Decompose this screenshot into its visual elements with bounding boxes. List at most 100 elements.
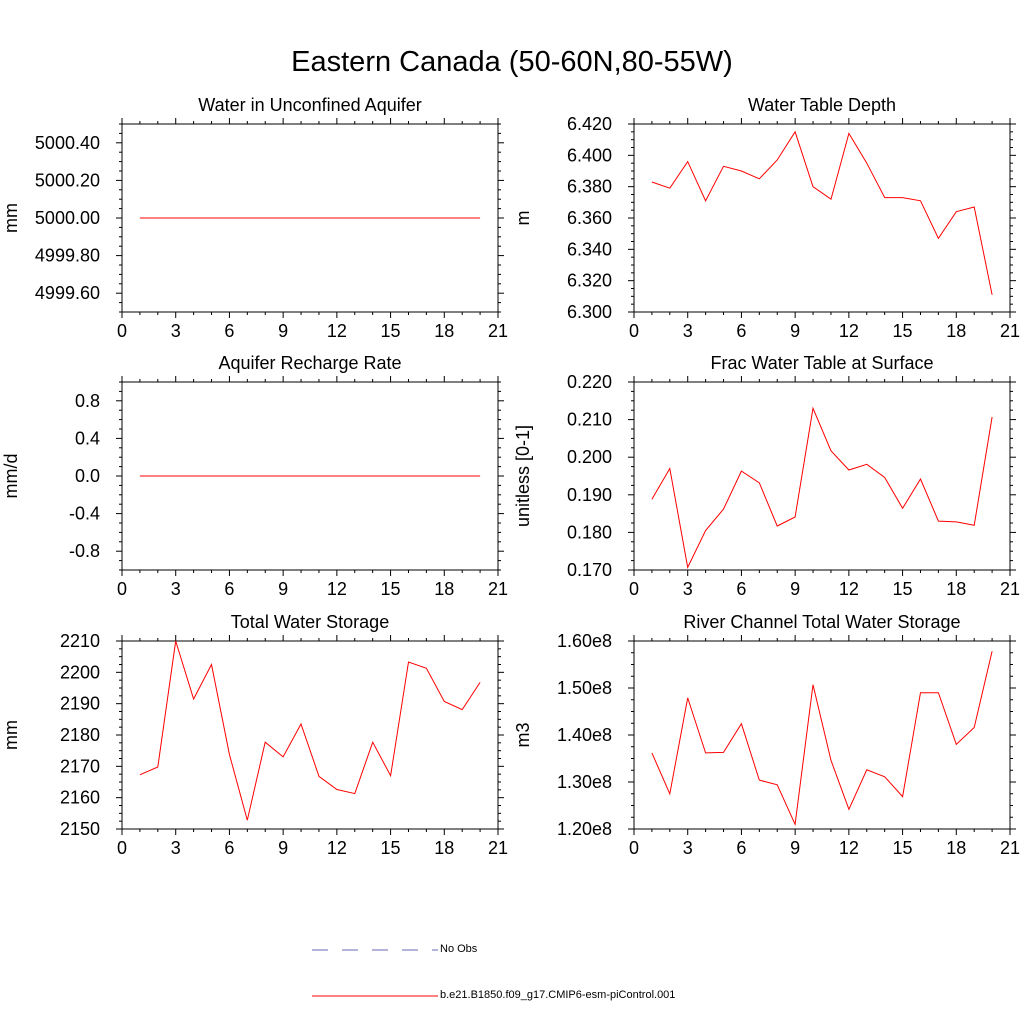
y-tick-label: 2210 xyxy=(60,631,100,651)
y-tick-label: 6.380 xyxy=(567,177,612,197)
y-tick-label: 1.30e8 xyxy=(557,772,612,792)
x-tick-label: 18 xyxy=(434,321,454,341)
plot-frame xyxy=(633,381,1011,571)
series-line-model xyxy=(651,651,993,827)
x-tick-label: 18 xyxy=(946,838,966,858)
y-tick-label: 4999.80 xyxy=(35,246,100,266)
x-tick-label: 9 xyxy=(790,321,800,341)
x-tick-label: 15 xyxy=(893,321,913,341)
y-tick-label: 2170 xyxy=(60,756,100,776)
panel-river: River Channel Total Water Storage m3 0 3 6 9 1… xyxy=(513,612,1020,858)
y-tick-label: 0.190 xyxy=(567,485,612,505)
y-tick-label: 0.0 xyxy=(75,466,100,486)
panel-title: Water Table Depth xyxy=(748,95,896,115)
x-tick-label: 12 xyxy=(327,838,347,858)
x-tick-label: 3 xyxy=(171,838,181,858)
x-tick-label: 21 xyxy=(1000,321,1020,341)
panel-aquifer: Water in Unconfined Aquifer mm 0 3 6 9 12 15 18 2… xyxy=(1,95,508,341)
x-tick-label: 0 xyxy=(629,321,639,341)
x-tick-label: 12 xyxy=(839,838,859,858)
x-tick-label: 21 xyxy=(1000,579,1020,599)
y-axis-label: unitless [0-1] xyxy=(513,425,533,527)
x-tick-label: 15 xyxy=(893,838,913,858)
panel-fracwt: Frac Water Table at Surface unitless [0-1… xyxy=(513,353,1020,599)
y-tick-label: 6.340 xyxy=(567,239,612,259)
legend-label-no-obs: No Obs xyxy=(440,943,478,955)
series-line-model xyxy=(651,130,993,295)
plot-frame xyxy=(633,640,1011,830)
legend-item-no-obs: No Obs xyxy=(312,940,732,960)
x-tick-label: 0 xyxy=(117,838,127,858)
y-tick-label: 5000.00 xyxy=(35,208,100,228)
x-tick-label: 3 xyxy=(171,321,181,341)
y-axis-label: m xyxy=(513,211,533,226)
x-tick-label: 3 xyxy=(683,321,693,341)
x-tick-label: 12 xyxy=(839,579,859,599)
legend-item-model: b.e21.B1850.f09_g17.CMIP6-esm-piControl.… xyxy=(312,986,732,1006)
figure-title: Eastern Canada (50-60N,80-55W) xyxy=(291,46,733,78)
x-tick-label: 21 xyxy=(488,838,508,858)
x-tick-label: 21 xyxy=(488,579,508,599)
x-tick-label: 18 xyxy=(434,579,454,599)
y-tick-label: -0.4 xyxy=(69,504,100,524)
x-tick-label: 0 xyxy=(117,579,127,599)
x-tick-label: 6 xyxy=(736,579,746,599)
panel-recharge: Aquifer Recharge Rate mm/d 0 3 6 9 12 15 18 21 -0.… xyxy=(1,353,508,599)
x-tick-label: 18 xyxy=(434,838,454,858)
y-tick-label: 0.210 xyxy=(567,410,612,430)
y-tick-label: 6.360 xyxy=(567,208,612,228)
y-axis-label: mm xyxy=(1,203,21,233)
x-tick-label: 9 xyxy=(278,321,288,341)
panel-title: Aquifer Recharge Rate xyxy=(218,353,401,373)
y-tick-label: 0.8 xyxy=(75,391,100,411)
x-tick-label: 18 xyxy=(946,321,966,341)
y-axis-label: m3 xyxy=(513,722,533,747)
y-tick-label: 2160 xyxy=(60,788,100,808)
x-tick-label: 12 xyxy=(839,321,859,341)
x-tick-label: 3 xyxy=(171,579,181,599)
y-axis-label: mm xyxy=(1,720,21,750)
y-tick-label: 2150 xyxy=(60,819,100,839)
y-tick-label: 0.180 xyxy=(567,522,612,542)
x-tick-label: 15 xyxy=(381,838,401,858)
y-tick-label: 1.20e8 xyxy=(557,819,612,839)
y-tick-label: 0.4 xyxy=(75,428,100,448)
x-tick-label: 12 xyxy=(327,579,347,599)
y-tick-label: 0.170 xyxy=(567,560,612,580)
y-tick-label: 2190 xyxy=(60,694,100,714)
series-line-model xyxy=(139,640,481,821)
y-tick-label: 1.40e8 xyxy=(557,725,612,745)
y-tick-label: 6.320 xyxy=(567,271,612,291)
x-tick-label: 6 xyxy=(224,321,234,341)
y-tick-label: 2180 xyxy=(60,725,100,745)
x-tick-label: 9 xyxy=(790,579,800,599)
panel-title: Water in Unconfined Aquifer xyxy=(198,95,421,115)
y-tick-label: 6.400 xyxy=(567,145,612,165)
x-tick-label: 9 xyxy=(790,838,800,858)
x-tick-label: 6 xyxy=(736,321,746,341)
x-tick-label: 3 xyxy=(683,838,693,858)
panel-title: Total Water Storage xyxy=(231,612,389,632)
x-tick-label: 6 xyxy=(736,838,746,858)
y-tick-label: 0.200 xyxy=(567,447,612,467)
y-tick-label: 5000.40 xyxy=(35,133,100,153)
x-tick-label: 3 xyxy=(683,579,693,599)
x-tick-label: 0 xyxy=(629,838,639,858)
y-tick-label: -0.8 xyxy=(69,541,100,561)
x-tick-label: 15 xyxy=(893,579,913,599)
x-tick-label: 9 xyxy=(278,579,288,599)
y-tick-label: 5000.20 xyxy=(35,170,100,190)
panel-tws: Total Water Storage mm 0 3 6 9 12 15 18 21 2150 216… xyxy=(1,612,508,858)
legend-swatch-no-obs xyxy=(312,949,438,951)
x-tick-label: 18 xyxy=(946,579,966,599)
series-line-model xyxy=(651,406,993,569)
y-tick-label: 1.50e8 xyxy=(557,678,612,698)
y-tick-label: 6.300 xyxy=(567,302,612,322)
y-tick-label: 6.420 xyxy=(567,114,612,134)
y-tick-label: 1.60e8 xyxy=(557,631,612,651)
x-tick-label: 6 xyxy=(224,579,234,599)
legend-label-model: b.e21.B1850.f09_g17.CMIP6-esm-piControl.… xyxy=(440,989,676,1001)
x-tick-label: 15 xyxy=(381,579,401,599)
